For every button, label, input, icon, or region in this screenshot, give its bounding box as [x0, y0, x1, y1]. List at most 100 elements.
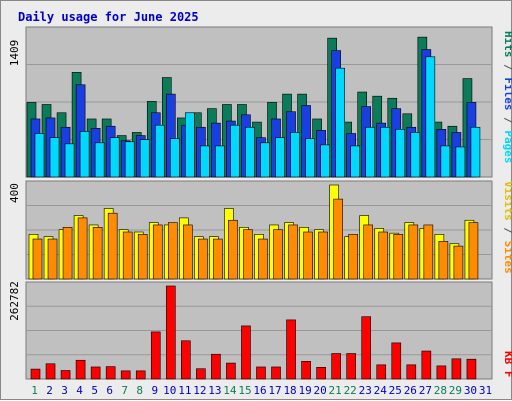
volume-bar-kbytes-day-1: [30, 368, 41, 380]
requests-bar-pages-day-18: [290, 132, 300, 178]
volume-y-max-label: 262782: [8, 281, 21, 321]
volume-bar-kbytes-day-14: [226, 362, 236, 380]
visitors-bar-sites-day-11: [183, 224, 193, 280]
volume-bar-kbytes-day-3: [60, 370, 71, 380]
requests-bar-pages-day-16: [260, 142, 270, 178]
day-label-24: 24: [374, 384, 388, 397]
legend-hits: Hits: [502, 31, 512, 58]
day-label-13: 13: [208, 384, 221, 397]
visitors-bar-sites-day-7: [122, 231, 133, 280]
visitors-bar-sites-day-9: [152, 224, 163, 280]
requests-bar-pages-day-30: [470, 126, 481, 178]
visitors-bar-sites-day-1: [32, 238, 43, 280]
requests-bar-pages-day-20: [320, 144, 330, 178]
volume-bar-kbytes-day-6: [105, 366, 116, 380]
volume-bar-kbytes-day-27: [421, 350, 432, 380]
volume-bar-kbytes-day-2: [45, 363, 56, 380]
day-label-1: 1: [31, 384, 38, 397]
day-label-28: 28: [434, 384, 447, 397]
day-label-31: 31: [479, 384, 492, 397]
visitors-legend: Visits / Sites: [502, 181, 512, 274]
day-label-9: 9: [151, 384, 158, 397]
requests-bar-pages-day-25: [395, 129, 406, 178]
requests-bar-pages-day-3: [64, 143, 75, 178]
day-label-23: 23: [359, 384, 372, 397]
day-label-11: 11: [178, 384, 191, 397]
requests-y-max: 1409: [8, 40, 21, 67]
volume-bar-kbytes-day-23: [361, 316, 372, 380]
legend-sep-2: /: [502, 111, 512, 131]
volume-bar-kbytes-day-12: [196, 368, 206, 380]
requests-bar-pages-day-10: [169, 138, 180, 178]
volume-bar-kbytes-day-25: [391, 342, 402, 380]
requests-bar-pages-day-19: [305, 138, 315, 178]
volume-bar-kbytes-day-5: [90, 366, 101, 380]
legend-visits: Visits: [502, 181, 512, 221]
requests-y-max-label: 1409: [8, 40, 21, 67]
volume-bar-kbytes-day-17: [271, 366, 281, 380]
day-label-17: 17: [268, 384, 281, 397]
day-label-15: 15: [238, 384, 251, 397]
visitors-bar-sites-day-21: [333, 198, 343, 280]
day-label-22: 22: [344, 384, 357, 397]
legend-sites: Sites: [502, 241, 512, 274]
volume-bar-kbytes-day-20: [316, 367, 326, 380]
volume-legend: KB F: [502, 351, 512, 378]
volume-y-max: 262782: [8, 281, 21, 321]
volume-bar-kbytes-day-11: [181, 340, 191, 380]
visitors-bar-sites-day-26: [408, 224, 419, 280]
svg-text:Visits / Sites: Visits / Sites: [502, 181, 512, 274]
volume-bar-kbytes-day-18: [286, 319, 296, 380]
volume-bar-kbytes-day-15: [241, 325, 251, 380]
visitors-bar-sites-day-28: [438, 241, 449, 280]
visitors-bar-sites-day-24: [378, 231, 389, 280]
requests-bar-pages-day-17: [275, 137, 285, 178]
day-label-5: 5: [91, 384, 98, 397]
visitors-bar-sites-day-14: [228, 219, 238, 280]
day-label-14: 14: [223, 384, 237, 397]
volume-bar-kbytes-day-24: [376, 364, 387, 380]
visitors-bar-sites-day-25: [393, 234, 404, 280]
visitors-bar-sites-day-5: [92, 227, 103, 280]
volume-bar-kbytes-day-7: [120, 370, 131, 380]
volume-bar-kbytes-day-10: [165, 285, 176, 380]
volume-bar-kbytes-day-16: [256, 366, 266, 380]
day-label-25: 25: [389, 384, 402, 397]
legend-pages: Pages: [502, 130, 512, 163]
requests-bar-pages-day-9: [154, 124, 165, 178]
visitors-bar-sites-day-3: [62, 227, 73, 280]
requests-bar-pages-day-12: [200, 145, 210, 178]
volume-bar-kbytes-day-26: [406, 364, 417, 380]
day-label-6: 6: [106, 384, 113, 397]
visitors-bar-sites-day-6: [107, 212, 118, 280]
day-label-20: 20: [314, 384, 327, 397]
day-label-29: 29: [449, 384, 462, 397]
legend-sep-3: /: [502, 221, 512, 241]
visitors-panel: [25, 180, 493, 280]
visitors-bar-sites-day-27: [423, 224, 434, 280]
visitors-bar-sites-day-20: [318, 231, 328, 280]
requests-bar-pages-day-29: [455, 146, 466, 178]
requests-bar-pages-day-22: [350, 145, 360, 178]
visitors-bar-sites-day-10: [167, 222, 178, 280]
day-label-19: 19: [298, 384, 311, 397]
day-label-3: 3: [61, 384, 68, 397]
requests-panel: [25, 26, 493, 178]
volume-bar-kbytes-day-21: [331, 353, 341, 380]
day-label-27: 27: [419, 384, 432, 397]
requests-bar-pages-day-26: [410, 132, 421, 178]
visitors-bar-sites-day-23: [363, 224, 374, 280]
chart-title: Daily usage for June 2025: [18, 10, 199, 24]
day-labels: 1 2 3 4 5 6 7 8 9 10 11 12 13 14 15 16 17 18 19 20 21 22 23 24 2…: [31, 384, 492, 397]
requests-bar-pages-day-14: [230, 124, 240, 178]
visitors-bar-sites-day-8: [137, 234, 148, 280]
visitors-bar-sites-day-15: [243, 229, 253, 280]
legend-files: Files: [502, 77, 512, 110]
visitors-bar-sites-day-30: [468, 222, 479, 280]
volume-bar-kbytes-day-19: [301, 361, 311, 380]
day-label-18: 18: [283, 384, 296, 397]
volume-bar-kbytes-day-9: [150, 331, 161, 380]
visitors-bar-sites-day-2: [47, 238, 58, 280]
